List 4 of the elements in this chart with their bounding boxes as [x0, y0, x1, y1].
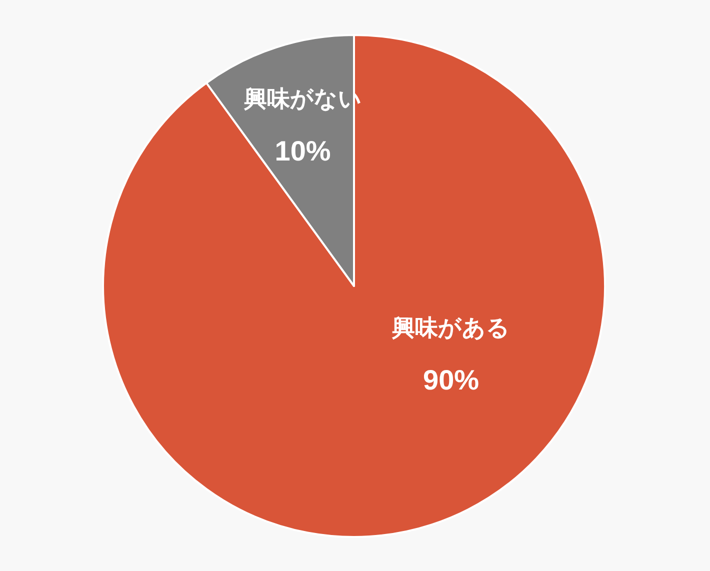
pie-slice [102, 34, 606, 538]
slice-label: 興味がある [391, 314, 510, 340]
data-label: 10% [274, 135, 331, 166]
data-label: 90% [423, 364, 480, 396]
